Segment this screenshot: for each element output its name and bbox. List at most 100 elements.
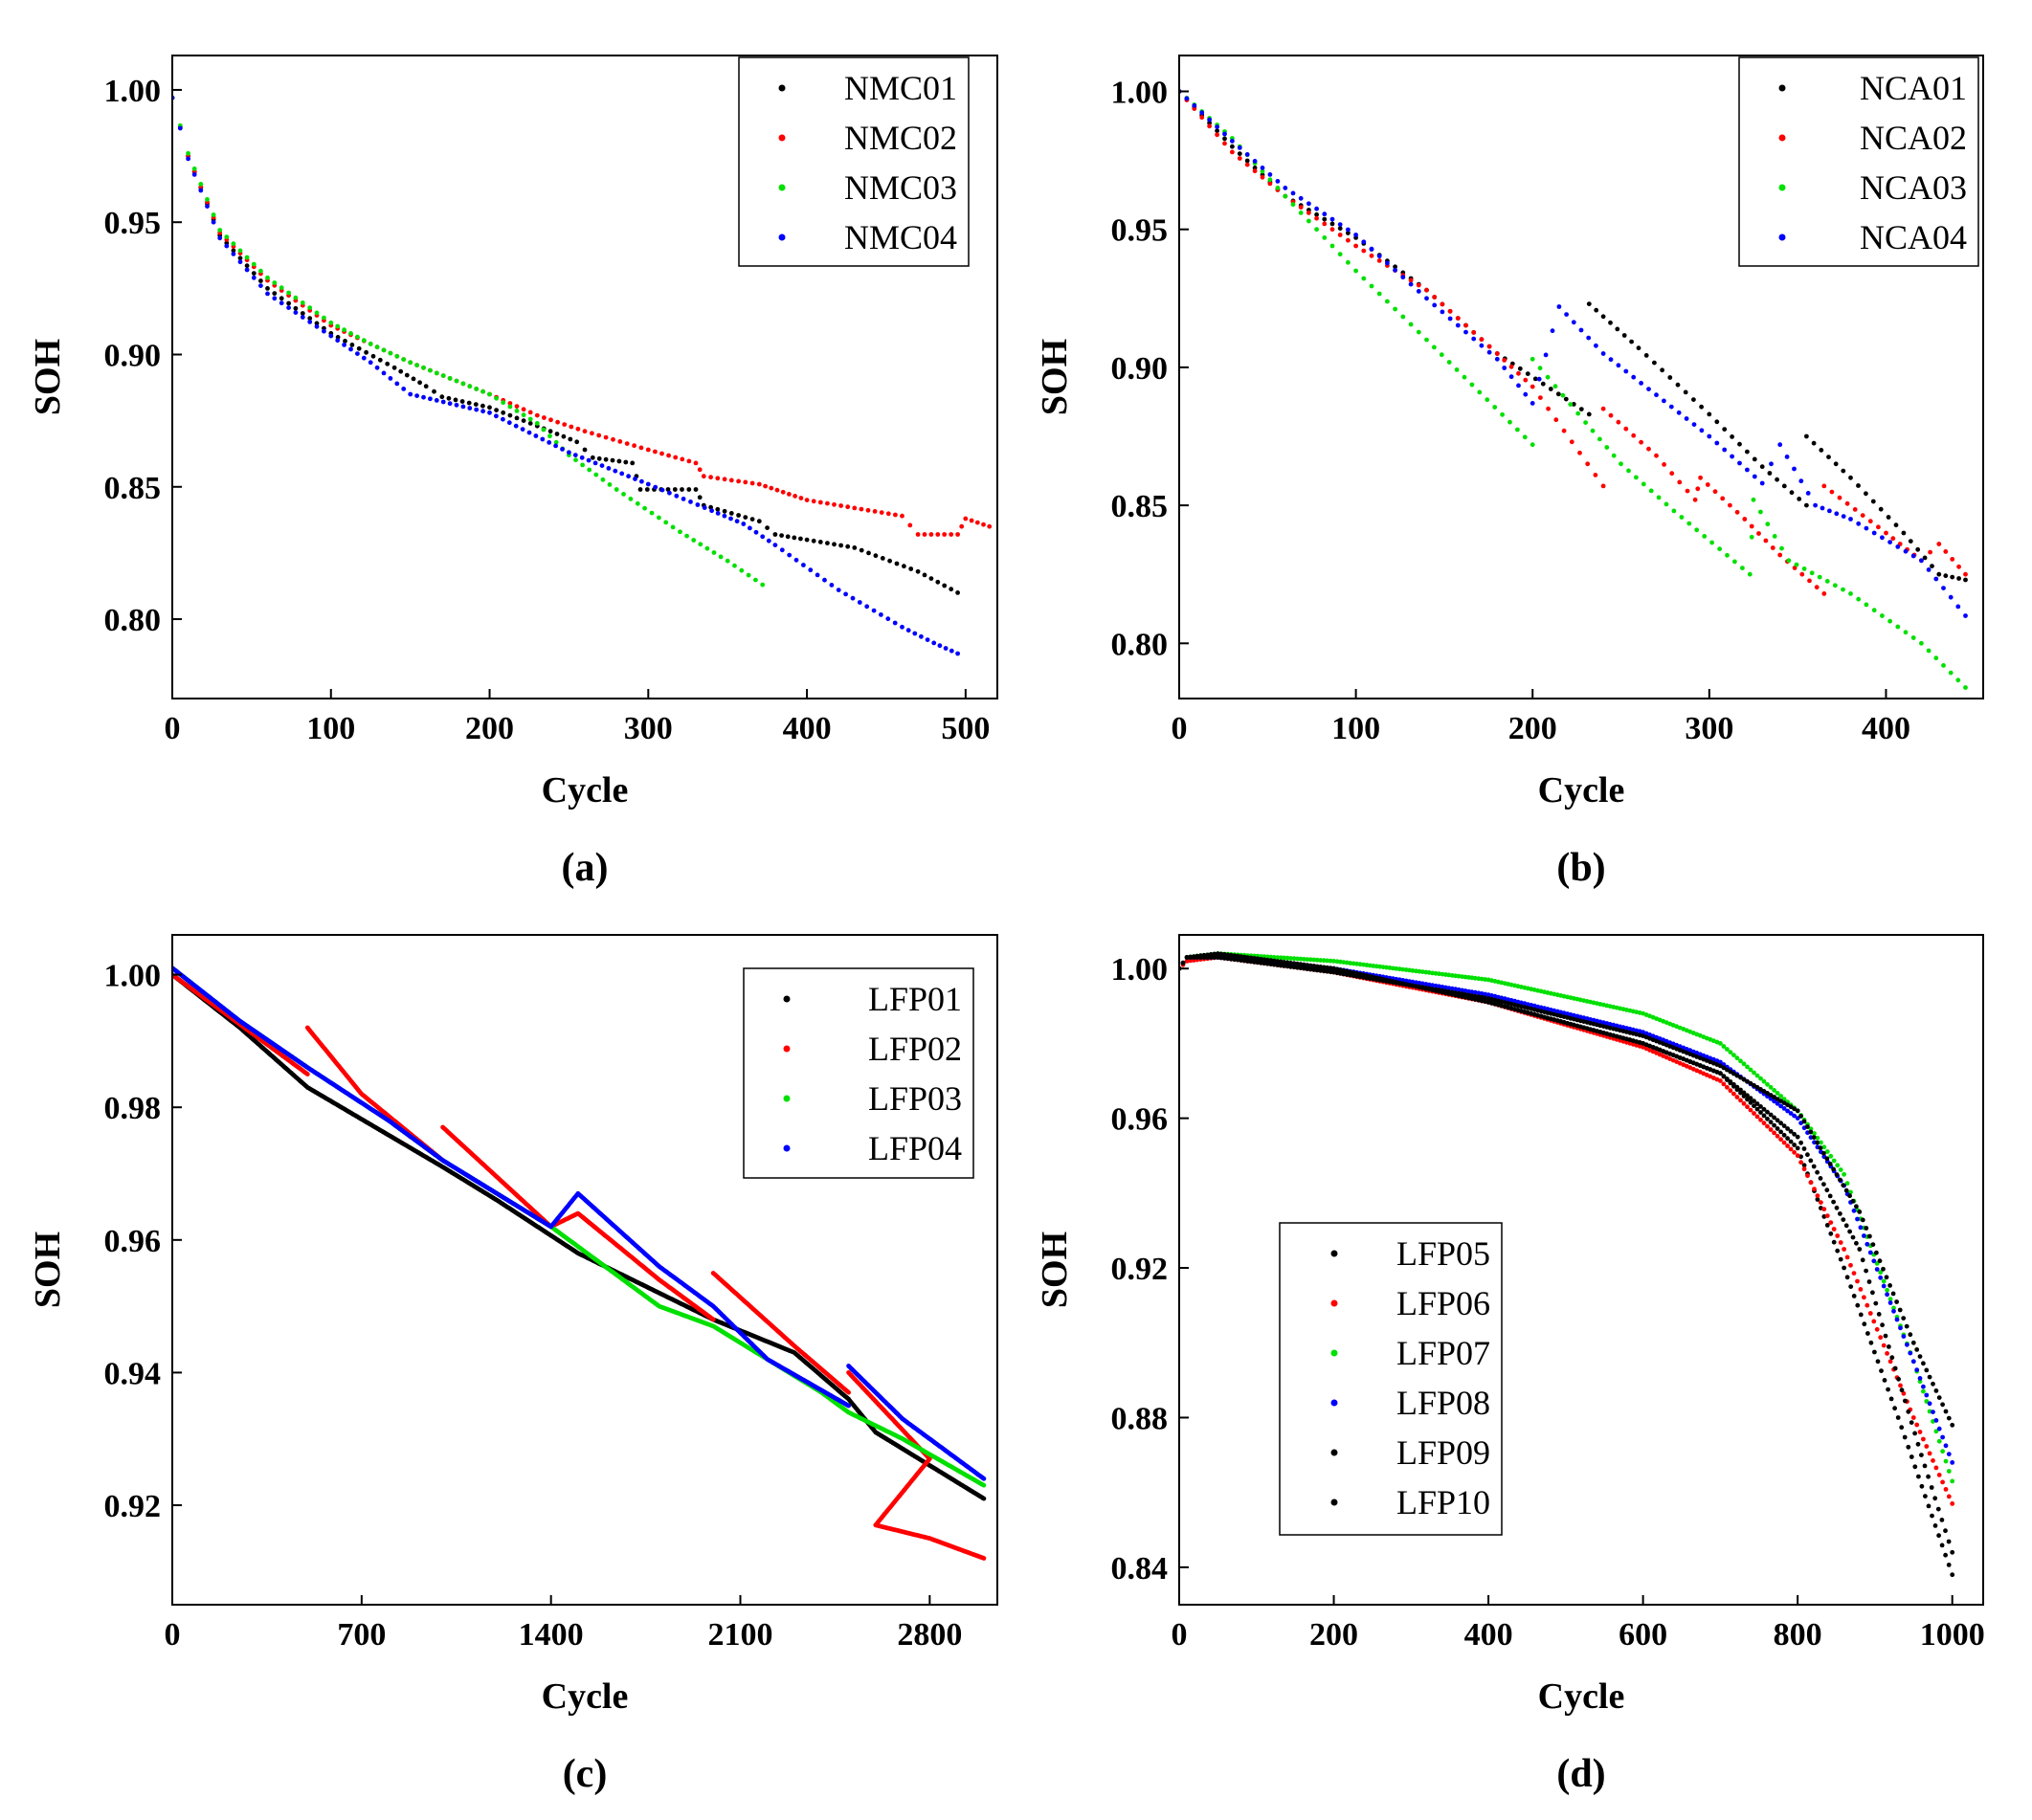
data-point-NMC04 bbox=[211, 219, 216, 225]
data-point-NCA02 bbox=[1207, 123, 1212, 129]
data-point-NCA01 bbox=[1730, 434, 1734, 439]
data-point-NMC01 bbox=[417, 380, 422, 386]
data-point-NMC02 bbox=[507, 401, 513, 406]
data-point-LFP07 bbox=[1331, 959, 1336, 964]
data-point-NMC04 bbox=[408, 391, 413, 397]
legend-marker-NCA02 bbox=[1778, 134, 1786, 142]
data-point-NMC03 bbox=[322, 315, 326, 321]
data-point-LFP06 bbox=[1824, 1213, 1830, 1218]
data-point-NMC02 bbox=[859, 506, 864, 512]
data-point-NCA01 bbox=[1571, 402, 1576, 407]
x-tick-label: 300 bbox=[1685, 711, 1733, 746]
data-point-NMC04 bbox=[912, 631, 918, 636]
data-point-NCA01 bbox=[1608, 320, 1613, 325]
data-point-NMC01 bbox=[866, 550, 871, 556]
data-point-NMC04 bbox=[905, 628, 911, 633]
data-point-NMC01 bbox=[798, 536, 803, 542]
data-point-NCA04 bbox=[1594, 343, 1598, 348]
data-point-NCA03 bbox=[1322, 235, 1328, 240]
data-point-NCA03 bbox=[1337, 252, 1343, 257]
data-point-LFP07 bbox=[1295, 956, 1300, 962]
data-point-NMC03 bbox=[718, 554, 724, 560]
data-point-NMC02 bbox=[708, 475, 713, 480]
data-point-LFP07 bbox=[1302, 957, 1306, 962]
data-point-NCA03 bbox=[1439, 352, 1444, 358]
data-point-LFP06 bbox=[1188, 958, 1194, 964]
data-point-NCA02 bbox=[1230, 149, 1235, 155]
data-point-NMC01 bbox=[772, 532, 778, 537]
data-point-LFP03 bbox=[981, 1482, 987, 1488]
data-point-LFP05 bbox=[1768, 1120, 1774, 1125]
data-point-NCA02 bbox=[1440, 301, 1445, 307]
data-point-LFP06 bbox=[1831, 1227, 1837, 1232]
data-point-NCA01 bbox=[1230, 144, 1235, 149]
y-tick-label: 0.90 bbox=[104, 338, 162, 373]
data-point-NCA01 bbox=[1922, 555, 1928, 561]
data-point-NCA04 bbox=[1662, 398, 1666, 404]
data-point-NMC03 bbox=[514, 409, 520, 413]
data-point-NCA04 bbox=[1479, 343, 1485, 348]
data-point-NMC03 bbox=[739, 567, 745, 573]
data-point-NCA04 bbox=[1447, 316, 1453, 322]
data-point-LFP09 bbox=[1318, 967, 1324, 973]
series-NCA01 bbox=[1179, 89, 1968, 583]
data-point-NCA01 bbox=[1691, 397, 1696, 402]
data-point-NMC01 bbox=[582, 447, 588, 453]
data-point-NMC01 bbox=[466, 400, 472, 406]
y-tick-label: 1.00 bbox=[104, 959, 162, 994]
data-point-NCA01 bbox=[1629, 339, 1634, 344]
data-point-NCA02 bbox=[1569, 439, 1574, 445]
data-point-NMC04 bbox=[177, 125, 183, 131]
data-point-NMC01 bbox=[722, 508, 727, 514]
data-point-LFP07 bbox=[1887, 1297, 1893, 1301]
data-point-NMC04 bbox=[251, 275, 257, 280]
data-point-NMC04 bbox=[949, 648, 954, 654]
data-point-NCA03 bbox=[1740, 566, 1745, 570]
data-point-NCA04 bbox=[1369, 246, 1374, 252]
y-tick-label: 0.85 bbox=[1111, 489, 1169, 524]
data-point-NMC02 bbox=[666, 453, 671, 458]
data-point-LFP05 bbox=[1912, 1464, 1918, 1470]
data-point-NMC03 bbox=[231, 241, 236, 247]
data-point-LFP09 bbox=[1275, 963, 1281, 967]
data-point-NMC02 bbox=[885, 511, 891, 517]
data-point-NMC03 bbox=[467, 384, 473, 389]
data-point-NMC02 bbox=[959, 523, 965, 529]
data-point-NCA01 bbox=[1337, 226, 1343, 232]
data-point-NCA01 bbox=[1767, 471, 1773, 476]
data-point-NMC02 bbox=[793, 494, 797, 499]
legend-marker-LFP03 bbox=[783, 1095, 791, 1102]
data-point-NCA02 bbox=[1561, 428, 1567, 433]
data-point-NCA03 bbox=[1664, 501, 1669, 507]
data-point-LFP07 bbox=[1677, 1025, 1683, 1031]
data-point-NMC04 bbox=[506, 420, 512, 426]
data-point-NCA03 bbox=[1454, 367, 1460, 372]
data-point-LFP06 bbox=[1838, 1240, 1843, 1245]
data-point-NCA02 bbox=[1943, 549, 1949, 554]
data-point-NCA03 bbox=[1848, 591, 1853, 596]
data-point-NMC04 bbox=[937, 643, 943, 649]
data-point-LFP05 bbox=[1862, 1321, 1867, 1327]
data-point-NCA04 bbox=[1792, 466, 1797, 472]
data-point-NCA02 bbox=[1408, 277, 1414, 283]
data-point-NCA04 bbox=[1777, 442, 1783, 448]
series-LFP09 bbox=[1179, 955, 1955, 1428]
data-point-NCA03 bbox=[1446, 360, 1452, 365]
data-point-NMC04 bbox=[368, 360, 373, 366]
data-point-NMC04 bbox=[374, 365, 380, 370]
data-point-NMC03 bbox=[440, 373, 446, 378]
legend-marker-NMC01 bbox=[778, 84, 786, 92]
data-point-NMC01 bbox=[514, 415, 520, 421]
data-point-NMC01 bbox=[391, 365, 397, 370]
data-point-NCA01 bbox=[1956, 576, 1961, 581]
data-point-NCA03 bbox=[1393, 306, 1397, 312]
data-point-LFP01 bbox=[981, 1496, 987, 1501]
data-point-NMC01 bbox=[300, 311, 305, 316]
data-point-LFP06 bbox=[1878, 1335, 1884, 1341]
data-point-NCA04 bbox=[1895, 544, 1901, 549]
data-point-NMC02 bbox=[722, 477, 727, 482]
data-point-NMC04 bbox=[857, 600, 862, 605]
data-point-NMC03 bbox=[628, 497, 634, 501]
data-point-NCA02 bbox=[1616, 419, 1621, 425]
data-point-LFP08 bbox=[1887, 1300, 1893, 1305]
